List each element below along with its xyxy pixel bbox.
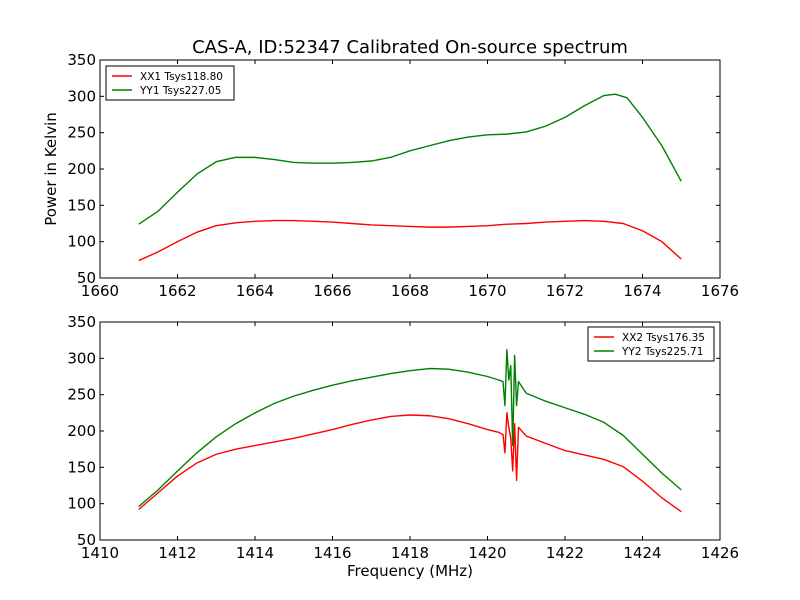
bottom-panel: 1410 1412 1414 1416 1418 1420 1422 1424 1426 50 10…: [67, 313, 739, 580]
x-tick-label: 1672: [546, 282, 584, 300]
x-tick-label: 1418: [391, 544, 429, 562]
y-tick-label: 300: [67, 87, 96, 105]
y-tick-label: 100: [67, 495, 96, 513]
x-tick-label: 1670: [468, 282, 506, 300]
legend-box: [105, 65, 235, 101]
y-tick-label: 200: [67, 422, 96, 440]
x-tick-label: 1422: [546, 544, 584, 562]
x-tick-label: 1664: [236, 282, 274, 300]
x-tick-label: 1416: [313, 544, 351, 562]
series-line-2-1: [138, 412, 682, 513]
x-tick-label: 1424: [623, 544, 661, 562]
y-tick-label: 50: [77, 269, 96, 287]
y-tick-label: 50: [77, 531, 96, 549]
y-tick-label: 300: [67, 349, 96, 367]
legend-label: YY1 Tsys227.05: [139, 85, 221, 97]
y-tick-label: 350: [67, 51, 96, 69]
x-tick-label: 1662: [158, 282, 196, 300]
y-tick-label: 150: [67, 196, 96, 214]
x-tick-label: 1668: [391, 282, 429, 300]
x-tick-label: 1410: [81, 544, 119, 562]
y-tick-label: 200: [67, 160, 96, 178]
legend-label: YY2 Tsys225.71: [621, 346, 703, 358]
y-tick-label: 150: [67, 458, 96, 476]
x-axis-label: Frequency (MHz): [347, 562, 473, 580]
x-tick-label: 1414: [236, 544, 274, 562]
y-tick-label: 100: [67, 233, 96, 251]
chart-title: CAS-A, ID:52347 Calibrated On-source spe…: [192, 37, 628, 58]
legend-label: XX1 Tsys118.80: [140, 71, 223, 83]
y-tick-label: 350: [67, 313, 96, 331]
series-line-1-1: [138, 219, 682, 262]
x-tick-label: 1676: [701, 282, 739, 300]
series-line-1-2: [138, 93, 682, 225]
x-tick-label: 1426: [701, 544, 739, 562]
legend-label: XX2 Tsys176.35: [622, 332, 705, 344]
x-tick-label: 1666: [313, 282, 351, 300]
y-tick-label: 250: [67, 124, 96, 142]
x-tick-label: 1412: [158, 544, 196, 562]
legend-box: [587, 326, 715, 362]
x-tick-label: 1660: [81, 282, 119, 300]
y-tick-label: 250: [67, 386, 96, 404]
x-tick-label: 1420: [468, 544, 506, 562]
series-line-2-2: [138, 348, 682, 508]
x-tick-label: 1674: [623, 282, 661, 300]
top-panel: 1660 1662 1664 1666 1668 1670 1672 1674 1676 50 10…: [42, 51, 739, 300]
y-axis-label: Power in Kelvin: [42, 112, 60, 226]
